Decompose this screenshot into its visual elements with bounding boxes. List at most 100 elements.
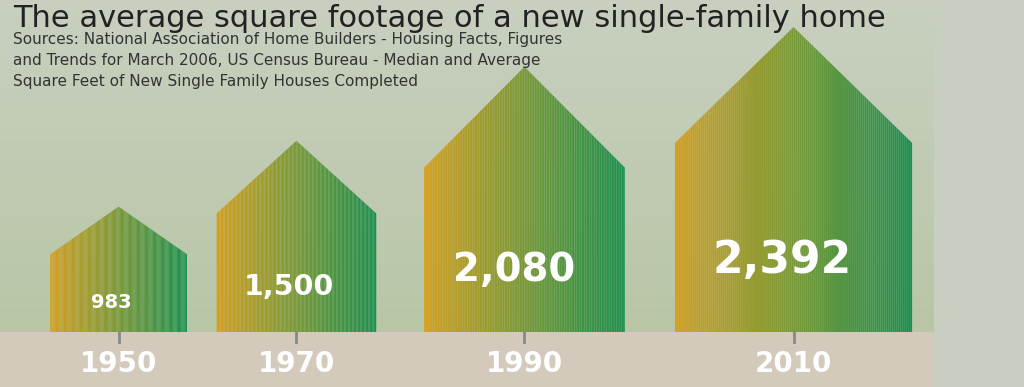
Polygon shape xyxy=(90,226,91,332)
Polygon shape xyxy=(724,92,726,332)
Polygon shape xyxy=(898,129,900,332)
Bar xyxy=(0,141,934,148)
Polygon shape xyxy=(339,180,340,332)
Polygon shape xyxy=(62,245,63,332)
Polygon shape xyxy=(760,58,762,332)
Polygon shape xyxy=(175,247,177,332)
Polygon shape xyxy=(571,114,573,332)
Polygon shape xyxy=(806,39,807,332)
Polygon shape xyxy=(347,187,348,332)
Polygon shape xyxy=(302,146,303,332)
Polygon shape xyxy=(138,220,139,332)
Polygon shape xyxy=(450,141,451,332)
Bar xyxy=(0,360,934,368)
Polygon shape xyxy=(169,241,170,332)
Polygon shape xyxy=(82,231,83,332)
Polygon shape xyxy=(841,74,843,332)
Polygon shape xyxy=(346,185,347,332)
Polygon shape xyxy=(100,219,101,332)
Polygon shape xyxy=(56,250,57,332)
Polygon shape xyxy=(178,248,179,332)
Polygon shape xyxy=(569,112,571,332)
Polygon shape xyxy=(342,182,343,332)
Polygon shape xyxy=(319,161,321,332)
Polygon shape xyxy=(881,112,883,332)
Bar xyxy=(0,250,934,258)
Polygon shape xyxy=(458,132,459,332)
Bar xyxy=(0,18,934,26)
Polygon shape xyxy=(877,108,879,332)
Bar xyxy=(0,315,934,322)
Polygon shape xyxy=(707,110,709,332)
Bar xyxy=(0,238,934,245)
Polygon shape xyxy=(315,158,316,332)
Bar xyxy=(0,205,934,213)
Polygon shape xyxy=(616,159,618,332)
Polygon shape xyxy=(167,240,168,332)
Bar xyxy=(0,128,934,135)
Polygon shape xyxy=(429,161,431,332)
Polygon shape xyxy=(141,223,142,332)
Polygon shape xyxy=(344,184,346,332)
Polygon shape xyxy=(135,219,137,332)
Polygon shape xyxy=(837,70,839,332)
Bar xyxy=(0,380,934,387)
Polygon shape xyxy=(92,224,93,332)
Polygon shape xyxy=(585,127,587,332)
Text: The average square footage of a new single-family home: The average square footage of a new sing… xyxy=(12,4,886,33)
Polygon shape xyxy=(352,192,353,332)
Polygon shape xyxy=(441,149,442,332)
Polygon shape xyxy=(71,239,72,332)
Polygon shape xyxy=(144,225,146,332)
Polygon shape xyxy=(486,104,487,332)
Polygon shape xyxy=(148,227,150,332)
Polygon shape xyxy=(551,94,553,332)
Polygon shape xyxy=(139,221,140,332)
Polygon shape xyxy=(153,231,154,332)
Polygon shape xyxy=(249,183,250,332)
Polygon shape xyxy=(563,105,564,332)
Polygon shape xyxy=(123,210,124,332)
Polygon shape xyxy=(722,94,724,332)
Polygon shape xyxy=(67,242,68,332)
Polygon shape xyxy=(122,209,123,332)
Polygon shape xyxy=(493,97,495,332)
Polygon shape xyxy=(523,67,524,332)
Polygon shape xyxy=(477,112,479,332)
Polygon shape xyxy=(513,77,514,332)
Polygon shape xyxy=(151,229,152,332)
Polygon shape xyxy=(424,166,426,332)
Polygon shape xyxy=(835,68,837,332)
Polygon shape xyxy=(693,123,694,332)
Bar xyxy=(0,366,934,374)
Polygon shape xyxy=(776,43,777,332)
Polygon shape xyxy=(802,35,804,332)
Polygon shape xyxy=(348,188,349,332)
Polygon shape xyxy=(233,197,236,332)
Bar xyxy=(0,347,934,355)
Bar xyxy=(0,328,934,336)
Polygon shape xyxy=(273,160,275,332)
Polygon shape xyxy=(112,211,113,332)
Polygon shape xyxy=(595,137,596,332)
Bar xyxy=(0,109,934,116)
Bar xyxy=(0,122,934,129)
Polygon shape xyxy=(270,164,271,332)
Polygon shape xyxy=(336,177,338,332)
Polygon shape xyxy=(463,127,464,332)
Polygon shape xyxy=(809,43,811,332)
Text: 1,500: 1,500 xyxy=(244,273,334,301)
Bar xyxy=(0,83,934,90)
Polygon shape xyxy=(855,87,857,332)
Polygon shape xyxy=(444,146,445,332)
Bar xyxy=(0,147,934,155)
Text: 1990: 1990 xyxy=(486,350,563,378)
Polygon shape xyxy=(237,194,238,332)
Polygon shape xyxy=(306,149,307,332)
Bar xyxy=(0,63,934,71)
Bar xyxy=(0,289,934,297)
Polygon shape xyxy=(605,147,606,332)
Polygon shape xyxy=(77,235,78,332)
Polygon shape xyxy=(694,122,696,332)
Text: 2010: 2010 xyxy=(755,350,833,378)
